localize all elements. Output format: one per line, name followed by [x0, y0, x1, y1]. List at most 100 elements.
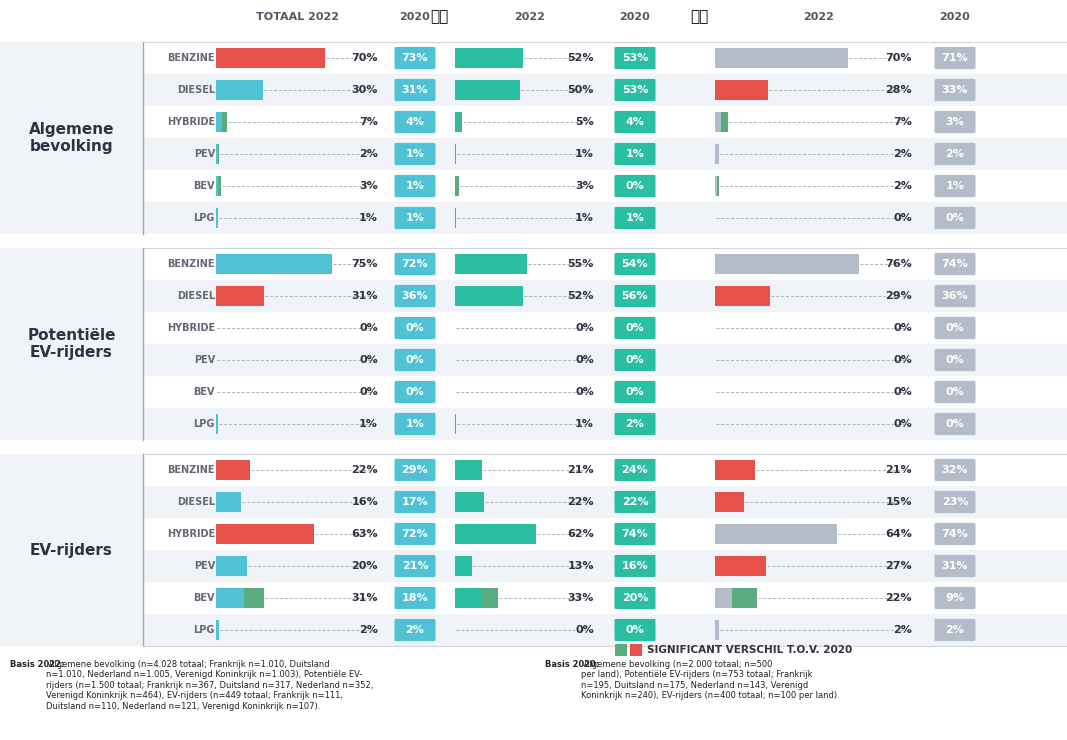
Bar: [0, 42, 1067, 234]
Text: 0%: 0%: [405, 323, 425, 333]
Text: 0%: 0%: [893, 323, 912, 333]
Text: 9%: 9%: [945, 593, 965, 603]
Text: DIESEL: DIESEL: [177, 291, 214, 301]
FancyBboxPatch shape: [615, 175, 655, 197]
Text: 2%: 2%: [893, 181, 912, 191]
Text: 0%: 0%: [575, 355, 594, 365]
Bar: [715, 525, 837, 544]
Text: 74%: 74%: [622, 529, 649, 539]
Bar: [455, 460, 482, 480]
Text: 0%: 0%: [405, 387, 425, 397]
Text: 2%: 2%: [945, 625, 965, 635]
Bar: [222, 112, 227, 132]
Text: 74%: 74%: [941, 529, 969, 539]
Text: 20%: 20%: [622, 593, 649, 603]
Bar: [143, 408, 1067, 440]
Text: HYBRIDE: HYBRIDE: [166, 529, 214, 539]
Text: 0%: 0%: [360, 355, 378, 365]
Text: DIESEL: DIESEL: [177, 85, 214, 95]
Text: 15%: 15%: [886, 497, 912, 507]
Bar: [715, 588, 732, 608]
FancyBboxPatch shape: [935, 47, 975, 69]
FancyBboxPatch shape: [615, 317, 655, 339]
FancyBboxPatch shape: [615, 349, 655, 371]
FancyBboxPatch shape: [395, 47, 435, 69]
Text: Potentiële
EV-rijders: Potentiële EV-rijders: [28, 328, 115, 360]
Text: 72%: 72%: [401, 259, 428, 269]
Text: 3%: 3%: [945, 117, 965, 127]
FancyBboxPatch shape: [395, 349, 435, 371]
Bar: [455, 492, 483, 511]
Text: BEV: BEV: [193, 181, 214, 191]
FancyBboxPatch shape: [935, 253, 975, 275]
Bar: [715, 144, 719, 164]
Bar: [455, 81, 520, 100]
FancyBboxPatch shape: [395, 207, 435, 229]
Text: 2020: 2020: [940, 12, 970, 22]
Bar: [715, 176, 717, 195]
Bar: [715, 460, 754, 480]
Bar: [143, 550, 1067, 582]
Text: 16%: 16%: [622, 561, 649, 571]
Text: 0%: 0%: [945, 419, 965, 429]
Bar: [216, 209, 218, 228]
Text: Algemene
bevolking: Algemene bevolking: [29, 122, 114, 154]
Text: 7%: 7%: [360, 117, 378, 127]
Bar: [218, 176, 221, 195]
Bar: [216, 588, 244, 608]
Text: 29%: 29%: [401, 465, 428, 475]
Text: 22%: 22%: [568, 497, 594, 507]
Text: 2%: 2%: [625, 419, 644, 429]
Text: 76%: 76%: [886, 259, 912, 269]
Bar: [216, 414, 218, 434]
FancyBboxPatch shape: [395, 381, 435, 403]
FancyBboxPatch shape: [935, 619, 975, 641]
Bar: [481, 588, 498, 608]
Text: 1%: 1%: [405, 149, 425, 159]
Text: 1%: 1%: [575, 419, 594, 429]
Text: 3%: 3%: [360, 181, 378, 191]
Text: HYBRIDE: HYBRIDE: [166, 323, 214, 333]
Bar: [455, 112, 460, 132]
FancyBboxPatch shape: [935, 79, 975, 101]
Text: 0%: 0%: [360, 387, 378, 397]
Bar: [143, 248, 1067, 280]
FancyBboxPatch shape: [615, 253, 655, 275]
Text: 50%: 50%: [568, 85, 594, 95]
Bar: [732, 588, 757, 608]
Text: 0%: 0%: [625, 323, 644, 333]
FancyBboxPatch shape: [935, 111, 975, 133]
Text: 1%: 1%: [360, 419, 378, 429]
Text: 3%: 3%: [575, 181, 594, 191]
FancyBboxPatch shape: [615, 459, 655, 481]
FancyBboxPatch shape: [935, 587, 975, 609]
Text: 2%: 2%: [893, 625, 912, 635]
Text: 70%: 70%: [351, 53, 378, 63]
Bar: [630, 644, 642, 656]
Bar: [216, 144, 218, 164]
FancyBboxPatch shape: [395, 587, 435, 609]
Text: 1%: 1%: [575, 149, 594, 159]
Bar: [216, 492, 241, 511]
Bar: [143, 486, 1067, 518]
Text: 30%: 30%: [352, 85, 378, 95]
Text: 0%: 0%: [893, 419, 912, 429]
Text: 1%: 1%: [405, 419, 425, 429]
Text: 1%: 1%: [945, 181, 965, 191]
Bar: [216, 556, 246, 576]
Text: 23%: 23%: [942, 497, 968, 507]
Text: 2%: 2%: [360, 149, 378, 159]
FancyBboxPatch shape: [395, 491, 435, 513]
Bar: [143, 138, 1067, 170]
FancyBboxPatch shape: [615, 555, 655, 577]
Bar: [715, 556, 766, 576]
Bar: [143, 106, 1067, 138]
Bar: [143, 280, 1067, 312]
FancyBboxPatch shape: [395, 459, 435, 481]
FancyBboxPatch shape: [615, 47, 655, 69]
FancyBboxPatch shape: [615, 381, 655, 403]
Bar: [615, 644, 627, 656]
Bar: [216, 286, 264, 306]
Bar: [715, 620, 719, 639]
Text: 0%: 0%: [625, 625, 644, 635]
